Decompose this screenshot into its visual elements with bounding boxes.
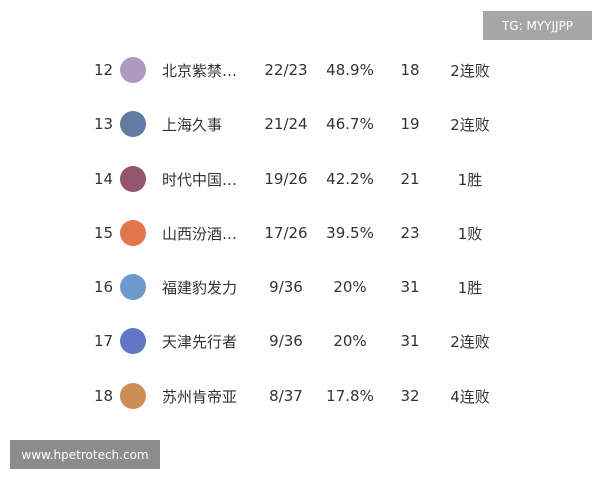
- record-cell: 17/26: [264, 224, 308, 242]
- games-behind-cell: 18: [400, 61, 420, 79]
- record-cell: 19/26: [264, 170, 308, 188]
- streak-cell: 4连败: [450, 387, 490, 406]
- streak-cell: 2连败: [450, 115, 490, 134]
- games-behind-cell: 19: [400, 115, 420, 133]
- team-name: 上海久事: [162, 115, 223, 134]
- streak-cell: 1胜: [457, 170, 483, 189]
- win-pct-cell: 42.2%: [326, 170, 374, 188]
- streak-cell: 1胜: [457, 278, 483, 297]
- games-behind-cell: 32: [400, 387, 420, 405]
- watermark-bottom: www.hpetrotech.com: [10, 440, 160, 469]
- record-cell: 9/36: [269, 278, 303, 296]
- streak-cell: 1败: [457, 224, 483, 243]
- games-behind-cell: 31: [400, 278, 420, 296]
- table-row[interactable]: 16 福建豹发力 9/36 20% 31 1胜: [0, 272, 600, 302]
- table-row[interactable]: 13 上海久事 21/24 46.7% 19 2连败: [0, 109, 600, 139]
- table-row[interactable]: 17 天津先行者 9/36 20% 31 2连败: [0, 326, 600, 356]
- win-pct-cell: 20%: [333, 278, 367, 296]
- win-pct-cell: 39.5%: [326, 224, 374, 242]
- win-pct-cell: 46.7%: [326, 115, 374, 133]
- team-name: 时代中国…: [162, 170, 238, 189]
- team-logo-icon: [120, 328, 146, 354]
- team-logo-icon: [120, 274, 146, 300]
- games-behind-cell: 21: [400, 170, 420, 188]
- rank-cell: 17: [94, 332, 114, 350]
- team-logo-icon: [120, 57, 146, 83]
- team-name: 山西汾酒…: [162, 224, 238, 243]
- table-row[interactable]: 14 时代中国… 19/26 42.2% 21 1胜: [0, 164, 600, 194]
- table-row[interactable]: 15 山西汾酒… 17/26 39.5% 23 1败: [0, 218, 600, 248]
- team-name: 北京紫禁…: [162, 61, 238, 80]
- record-cell: 9/36: [269, 332, 303, 350]
- team-name: 苏州肯帝亚: [162, 387, 238, 406]
- rank-cell: 14: [94, 170, 114, 188]
- team-logo-icon: [120, 383, 146, 409]
- rank-cell: 16: [94, 278, 114, 296]
- rank-cell: 18: [94, 387, 114, 405]
- rank-cell: 12: [94, 61, 114, 79]
- watermark-top: TG: MYYJJPP: [483, 11, 592, 40]
- team-logo-icon: [120, 166, 146, 192]
- team-name: 天津先行者: [162, 332, 238, 351]
- table-row[interactable]: 12 北京紫禁… 22/23 48.9% 18 2连败: [0, 55, 600, 85]
- win-pct-cell: 20%: [333, 332, 367, 350]
- games-behind-cell: 23: [400, 224, 420, 242]
- record-cell: 22/23: [264, 61, 308, 79]
- table-row[interactable]: 18 苏州肯帝亚 8/37 17.8% 32 4连败: [0, 381, 600, 411]
- record-cell: 8/37: [269, 387, 303, 405]
- streak-cell: 2连败: [450, 61, 490, 80]
- rank-cell: 13: [94, 115, 114, 133]
- streak-cell: 2连败: [450, 332, 490, 351]
- win-pct-cell: 48.9%: [326, 61, 374, 79]
- win-pct-cell: 17.8%: [326, 387, 374, 405]
- rank-cell: 15: [94, 224, 114, 242]
- record-cell: 21/24: [264, 115, 308, 133]
- team-logo-icon: [120, 111, 146, 137]
- team-logo-icon: [120, 220, 146, 246]
- games-behind-cell: 31: [400, 332, 420, 350]
- team-name: 福建豹发力: [162, 278, 238, 297]
